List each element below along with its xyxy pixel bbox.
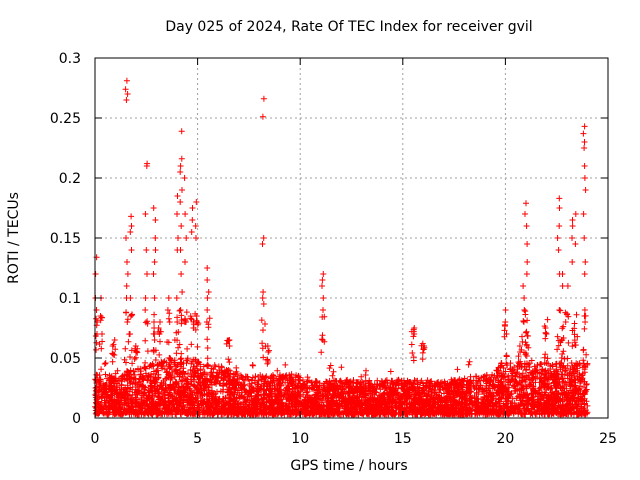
y-tick-label: 0.05 [50,351,81,367]
marker-layer [92,77,591,418]
x-axis-label: GPS time / hours [290,458,407,474]
x-tick-label: 5 [193,431,202,447]
x-tick-label: 25 [599,431,617,447]
y-tick-label: 0.2 [59,171,81,187]
x-tick-label: 10 [291,431,309,447]
x-tick-label: 0 [91,431,100,447]
y-tick-label: 0.3 [59,51,81,67]
y-tick-label: 0.1 [59,291,81,307]
y-tick-label: 0.15 [50,231,81,247]
roti-data-markers [92,77,591,418]
x-tick-label: 20 [496,431,514,447]
y-tick-label: 0 [72,411,81,427]
y-tick-label: 0.25 [50,111,81,127]
chart-title: Day 025 of 2024, Rate Of TEC Index for r… [165,19,532,35]
tick-layer: 0 5 10 15 20 25 0 0.05 0.1 0.15 0.2 0.25 0.3 [50,51,617,447]
y-axis-label: ROTI / TECUs [6,192,22,284]
x-tick-label: 15 [394,431,412,447]
